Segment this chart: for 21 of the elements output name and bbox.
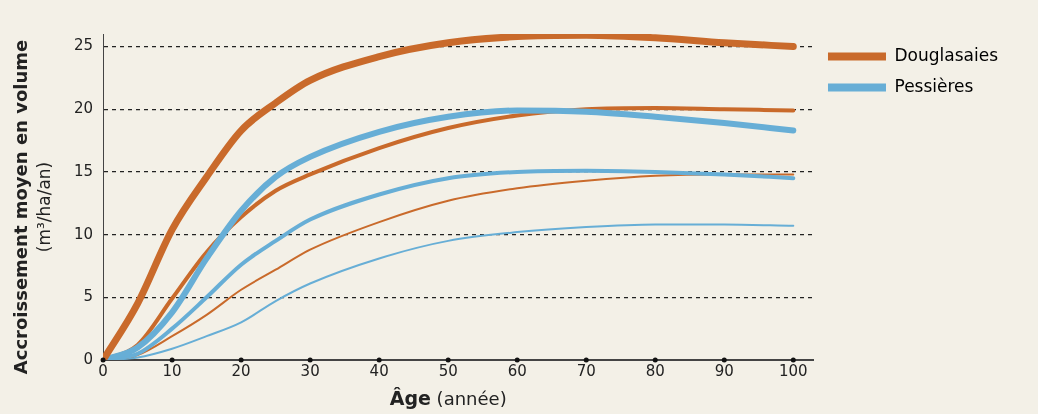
y-tick-label: 25: [73, 36, 94, 55]
x-tick-label: 60: [507, 361, 527, 380]
x-tick-label: 10: [162, 361, 182, 380]
y-tick-label: 0: [83, 349, 94, 368]
x-tick-label: 20: [231, 361, 251, 380]
x-tick-label: 0: [98, 361, 108, 380]
x-tick-label: 40: [369, 361, 389, 380]
legend-label: Douglasaies: [894, 44, 999, 65]
y-tick-label: 5: [83, 287, 94, 306]
x-axis-title: Âge (année): [389, 387, 507, 409]
y-tick-label: 15: [73, 161, 94, 180]
legend-label: Pessières: [894, 75, 974, 96]
y-axis-title: Accroissement moyen en volume (m³/ha/an): [9, 39, 55, 375]
y-tick-label: 20: [73, 99, 94, 118]
y-tick-label: 10: [73, 224, 94, 243]
x-tick-label: 80: [645, 361, 665, 380]
x-tick-label: 30: [300, 361, 320, 380]
x-tick-label: 70: [576, 361, 596, 380]
x-tick-label: 100: [778, 361, 808, 380]
x-tick-label: 50: [438, 361, 458, 380]
x-tick-label: 90: [714, 361, 734, 380]
